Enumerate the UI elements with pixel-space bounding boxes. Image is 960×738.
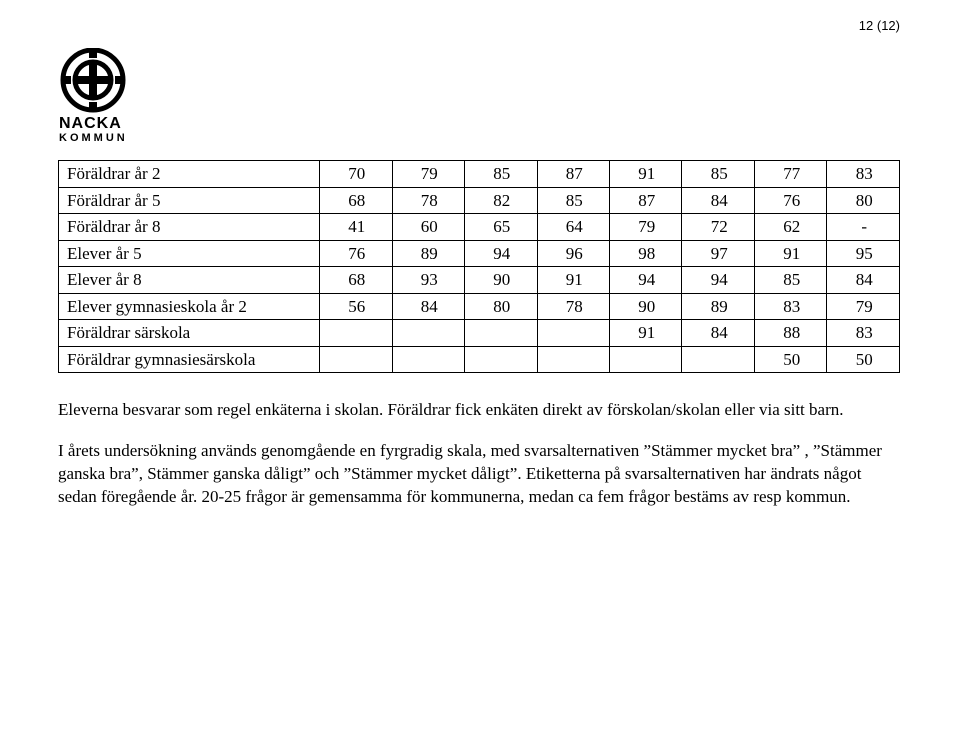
cell-value: 84 [682,320,754,347]
cell-value: 78 [537,293,609,320]
page-number: 12 (12) [859,18,900,33]
cell-value: 98 [609,240,681,267]
cell-value: 50 [754,346,826,373]
cell-value: 77 [754,161,826,188]
cell-value: 91 [537,267,609,294]
cell-value [320,346,392,373]
cell-value: 80 [827,187,900,214]
logo-text-top: NACKA [59,115,122,132]
cell-value: 89 [682,293,754,320]
cell-value: 89 [392,240,464,267]
cell-value: 87 [609,187,681,214]
cell-value: 68 [320,187,392,214]
cell-value: - [827,214,900,241]
cell-value: 83 [754,293,826,320]
cell-value: 97 [682,240,754,267]
cell-value: 95 [827,240,900,267]
cell-value: 70 [320,161,392,188]
table-row: Föräldrar år 56878828587847680 [59,187,900,214]
table-row: Föräldrar år 841606564797262- [59,214,900,241]
table-row: Föräldrar särskola 91848883 [59,320,900,347]
cell-value: 76 [320,240,392,267]
row-label: Föräldrar år 2 [59,161,320,188]
cell-value [537,346,609,373]
row-label: Elever gymnasieskola år 2 [59,293,320,320]
cell-value [392,320,464,347]
cell-value: 64 [537,214,609,241]
nacka-kommun-logo: NACKA KOMMUN [58,48,128,149]
cell-value: 91 [609,320,681,347]
table-row: Elever år 86893909194948584 [59,267,900,294]
paragraph-1: Eleverna besvarar som regel enkäterna i … [58,399,900,422]
cell-value: 41 [320,214,392,241]
cell-value [609,346,681,373]
cell-value: 84 [827,267,900,294]
cell-value: 79 [827,293,900,320]
cell-value: 83 [827,161,900,188]
cell-value: 62 [754,214,826,241]
results-table: Föräldrar år 27079858791857783Föräldrar … [58,160,900,373]
cell-value: 68 [320,267,392,294]
cell-value: 84 [682,187,754,214]
row-label: Elever år 5 [59,240,320,267]
cell-value: 65 [465,214,537,241]
cell-value: 85 [682,161,754,188]
cell-value: 85 [465,161,537,188]
cell-value: 94 [465,240,537,267]
cell-value: 82 [465,187,537,214]
table-row: Elever år 57689949698979195 [59,240,900,267]
cell-value: 60 [392,214,464,241]
logo-text-bottom: KOMMUN [59,132,128,144]
row-label: Föräldrar särskola [59,320,320,347]
cell-value: 76 [754,187,826,214]
body-text: Eleverna besvarar som regel enkäterna i … [58,399,900,509]
cell-value: 91 [754,240,826,267]
cell-value: 50 [827,346,900,373]
cell-value [392,346,464,373]
cell-value: 56 [320,293,392,320]
table-row: Föräldrar gymnasiesärskola 5050 [59,346,900,373]
row-label: Föräldrar år 8 [59,214,320,241]
cell-value: 78 [392,187,464,214]
cell-value: 79 [609,214,681,241]
cell-value: 96 [537,240,609,267]
cell-value: 90 [609,293,681,320]
row-label: Elever år 8 [59,267,320,294]
table-row: Elever gymnasieskola år 2568480789089837… [59,293,900,320]
table-row: Föräldrar år 27079858791857783 [59,161,900,188]
cell-value: 80 [465,293,537,320]
cell-value: 94 [609,267,681,294]
cell-value: 91 [609,161,681,188]
cell-value [682,346,754,373]
cell-value: 94 [682,267,754,294]
cell-value: 93 [392,267,464,294]
paragraph-2: I årets undersökning används genomgående… [58,440,900,509]
cell-value: 83 [827,320,900,347]
row-label: Föräldrar gymnasiesärskola [59,346,320,373]
cell-value: 79 [392,161,464,188]
cell-value: 72 [682,214,754,241]
page-content: Föräldrar år 27079858791857783Föräldrar … [58,160,900,527]
cell-value [537,320,609,347]
cell-value [465,320,537,347]
cell-value: 85 [754,267,826,294]
cell-value: 85 [537,187,609,214]
cell-value: 90 [465,267,537,294]
cell-value: 84 [392,293,464,320]
cell-value: 88 [754,320,826,347]
cell-value: 87 [537,161,609,188]
cell-value [465,346,537,373]
row-label: Föräldrar år 5 [59,187,320,214]
cell-value [320,320,392,347]
